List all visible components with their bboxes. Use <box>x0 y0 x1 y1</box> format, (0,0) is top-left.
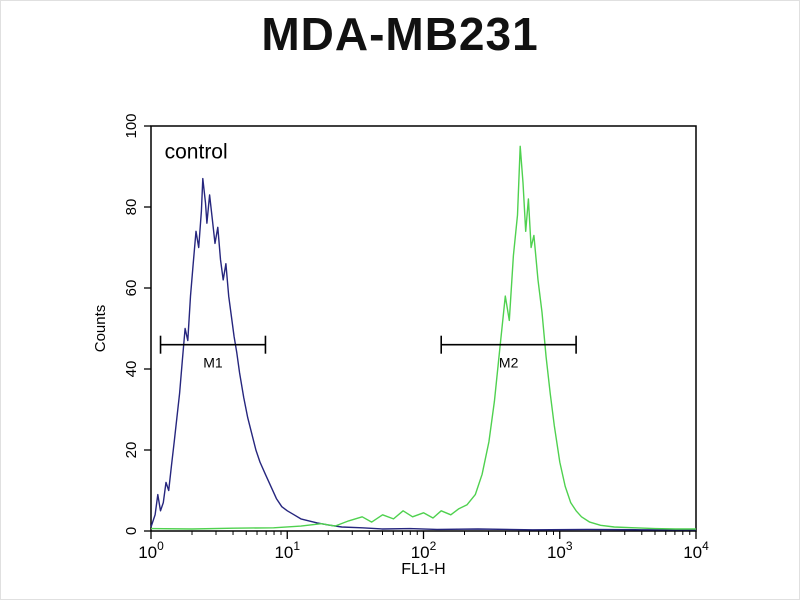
y-axis-tick-label: 20 <box>123 442 140 459</box>
x-axis-title: FL1-H <box>401 561 445 578</box>
gate-M1-label: M1 <box>203 355 223 371</box>
annotation-control: control <box>165 140 228 163</box>
y-axis-tick-label: 0 <box>123 527 140 535</box>
y-axis-tick-label: 100 <box>123 113 140 138</box>
y-axis-title: Counts <box>92 305 109 353</box>
sample-curve <box>150 145 696 530</box>
y-axis-tick-label: 80 <box>123 199 140 216</box>
y-axis-tick-label: 40 <box>123 361 140 378</box>
x-axis-tick-label: 101 <box>274 539 300 562</box>
x-axis-tick-label: 100 <box>138 539 164 562</box>
plot-frame <box>150 125 697 532</box>
y-axis-tick-label: 60 <box>123 280 140 297</box>
chart-title: MDA-MB231 <box>261 8 539 60</box>
x-axis-tick-label: 102 <box>411 539 437 562</box>
gate-M2-label: M2 <box>499 355 519 371</box>
x-axis-tick-label: 103 <box>547 539 573 562</box>
x-axis-tick-label: 104 <box>683 539 709 562</box>
